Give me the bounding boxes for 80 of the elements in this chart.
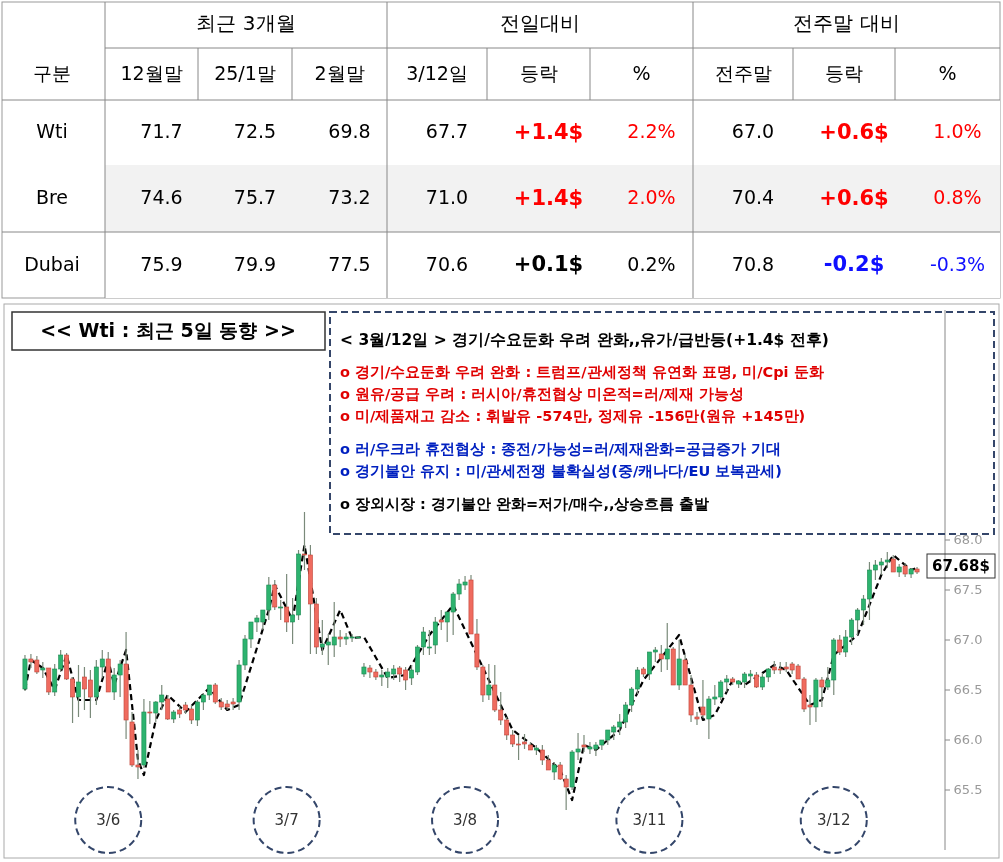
data-label: -0.2$ (823, 252, 885, 276)
data-label: 0.8% (933, 186, 982, 208)
data-label: 75.7 (233, 186, 277, 208)
annotation: < 3월/12일 > 경기/수요둔화 우려 완화,,유가/급반등(+1.4$ 전후) (340, 330, 829, 349)
candlestick (165, 694, 171, 721)
data-label: 73.2 (328, 186, 371, 208)
y-tick-label: 67.5 (953, 581, 983, 597)
candlestick (76, 664, 81, 718)
data-label: 70.4 (731, 186, 775, 208)
data-label: 74.6 (140, 186, 183, 208)
candlestick (46, 667, 52, 696)
data-label: 1.0% (933, 120, 982, 142)
x-tick-label: 등락 (519, 61, 558, 84)
data-label: 67.7 (425, 120, 469, 142)
x-tick-label: 25/1말 (214, 61, 276, 84)
y-tick-label: 66.5 (953, 681, 983, 697)
data-label: 67.0 (731, 120, 775, 142)
text: 최근 3개월 (196, 10, 296, 35)
data-label: 72.5 (233, 120, 277, 142)
x-tick-label: 3/12일 (406, 61, 468, 84)
x-tick-label: 2월말 (314, 61, 365, 84)
candlestick (272, 579, 278, 611)
data-label: +1.4$ (513, 185, 584, 210)
x-tick-label: % (632, 61, 651, 84)
y-tick-label: Wti (36, 120, 68, 142)
data-label: 79.9 (233, 252, 277, 275)
candlestick (147, 700, 153, 725)
y-tick-label: 65.5 (953, 781, 983, 797)
x-tick-label: 3/11 (632, 810, 667, 829)
data-label: -0.3% (929, 252, 986, 275)
annotation: o 장외시장 : 경기불안 완화=저가/매수,,상승흐름 출발 (340, 496, 710, 512)
y-tick-label: Dubai (24, 252, 80, 275)
text: 전주말 대비 (793, 10, 900, 35)
text: << Wti : 최근 5일 동향 >> (40, 318, 296, 341)
data-label: 71.0 (425, 186, 469, 208)
x-tick-label: 3/8 (452, 810, 478, 829)
y-tick-label: 67.0 (953, 631, 983, 647)
data-label: +0.6$ (819, 185, 889, 210)
data-label: +1.4$ (513, 119, 584, 144)
x-tick-label: 전주말 (714, 61, 772, 84)
candlestick (278, 599, 284, 621)
y-tick-label: Bre (35, 186, 69, 208)
candlestick (837, 634, 843, 656)
candlestick (700, 679, 706, 719)
data-label: 70.8 (731, 252, 775, 275)
candlestick (284, 573, 290, 633)
x-tick-label: 3/6 (96, 810, 121, 829)
annotation: o 미/제품재고 감소 : 휘발유 -574만, 정제유 -156만(원유 +145만) (340, 408, 806, 424)
data-label: 2.2% (627, 120, 676, 142)
candlestick (438, 609, 444, 631)
candlestick (658, 644, 664, 673)
data-label: 69.8 (328, 120, 371, 142)
y-tick-label: 68.0 (953, 531, 983, 547)
x-tick-label: 등락 (825, 61, 863, 84)
annotation: o 경기불안 유지 : 미/관세전쟁 불확실성(중/캐나다/EU 보복관세) (340, 463, 782, 479)
x-tick-label: % (938, 61, 957, 84)
annotation: o 경기/수요둔화 우려 완화 : 트럼프/관세정책 유연화 표명, 미/Cpi 둔화 (340, 364, 824, 380)
annotation: o 원유/공급 우려 : 러시아/휴전협상 미온적=러/제재 가능성 (340, 386, 745, 402)
x-tick-label: 12월말 (120, 61, 183, 84)
text: 전일대비 (500, 10, 580, 35)
x-tick-label: 3/12 (816, 810, 851, 829)
candlestick (432, 616, 438, 655)
candlestick (819, 676, 825, 708)
candlestick (486, 663, 492, 701)
data-label: 0.2% (627, 252, 676, 275)
data-label: 77.5 (328, 252, 371, 275)
candlestick (694, 711, 700, 726)
x-tick-label: 3/7 (274, 810, 299, 829)
data-label: +0.6$ (819, 119, 889, 144)
data-label: +0.1$ (513, 252, 584, 276)
candlestick (581, 734, 587, 753)
data-label: 71.7 (140, 120, 183, 142)
data-label: 75.9 (140, 252, 183, 275)
candlestick (664, 622, 670, 671)
y-tick-label: 66.0 (953, 731, 983, 747)
text: 구분 (33, 61, 71, 84)
annotation: o 러/우크라 휴전협상 : 종전/가능성=러/제재완화=공급증가 기대 (340, 441, 782, 457)
text: 67.68$ (932, 556, 990, 575)
data-label: 2.0% (627, 186, 676, 208)
data-label: 70.6 (425, 252, 469, 275)
